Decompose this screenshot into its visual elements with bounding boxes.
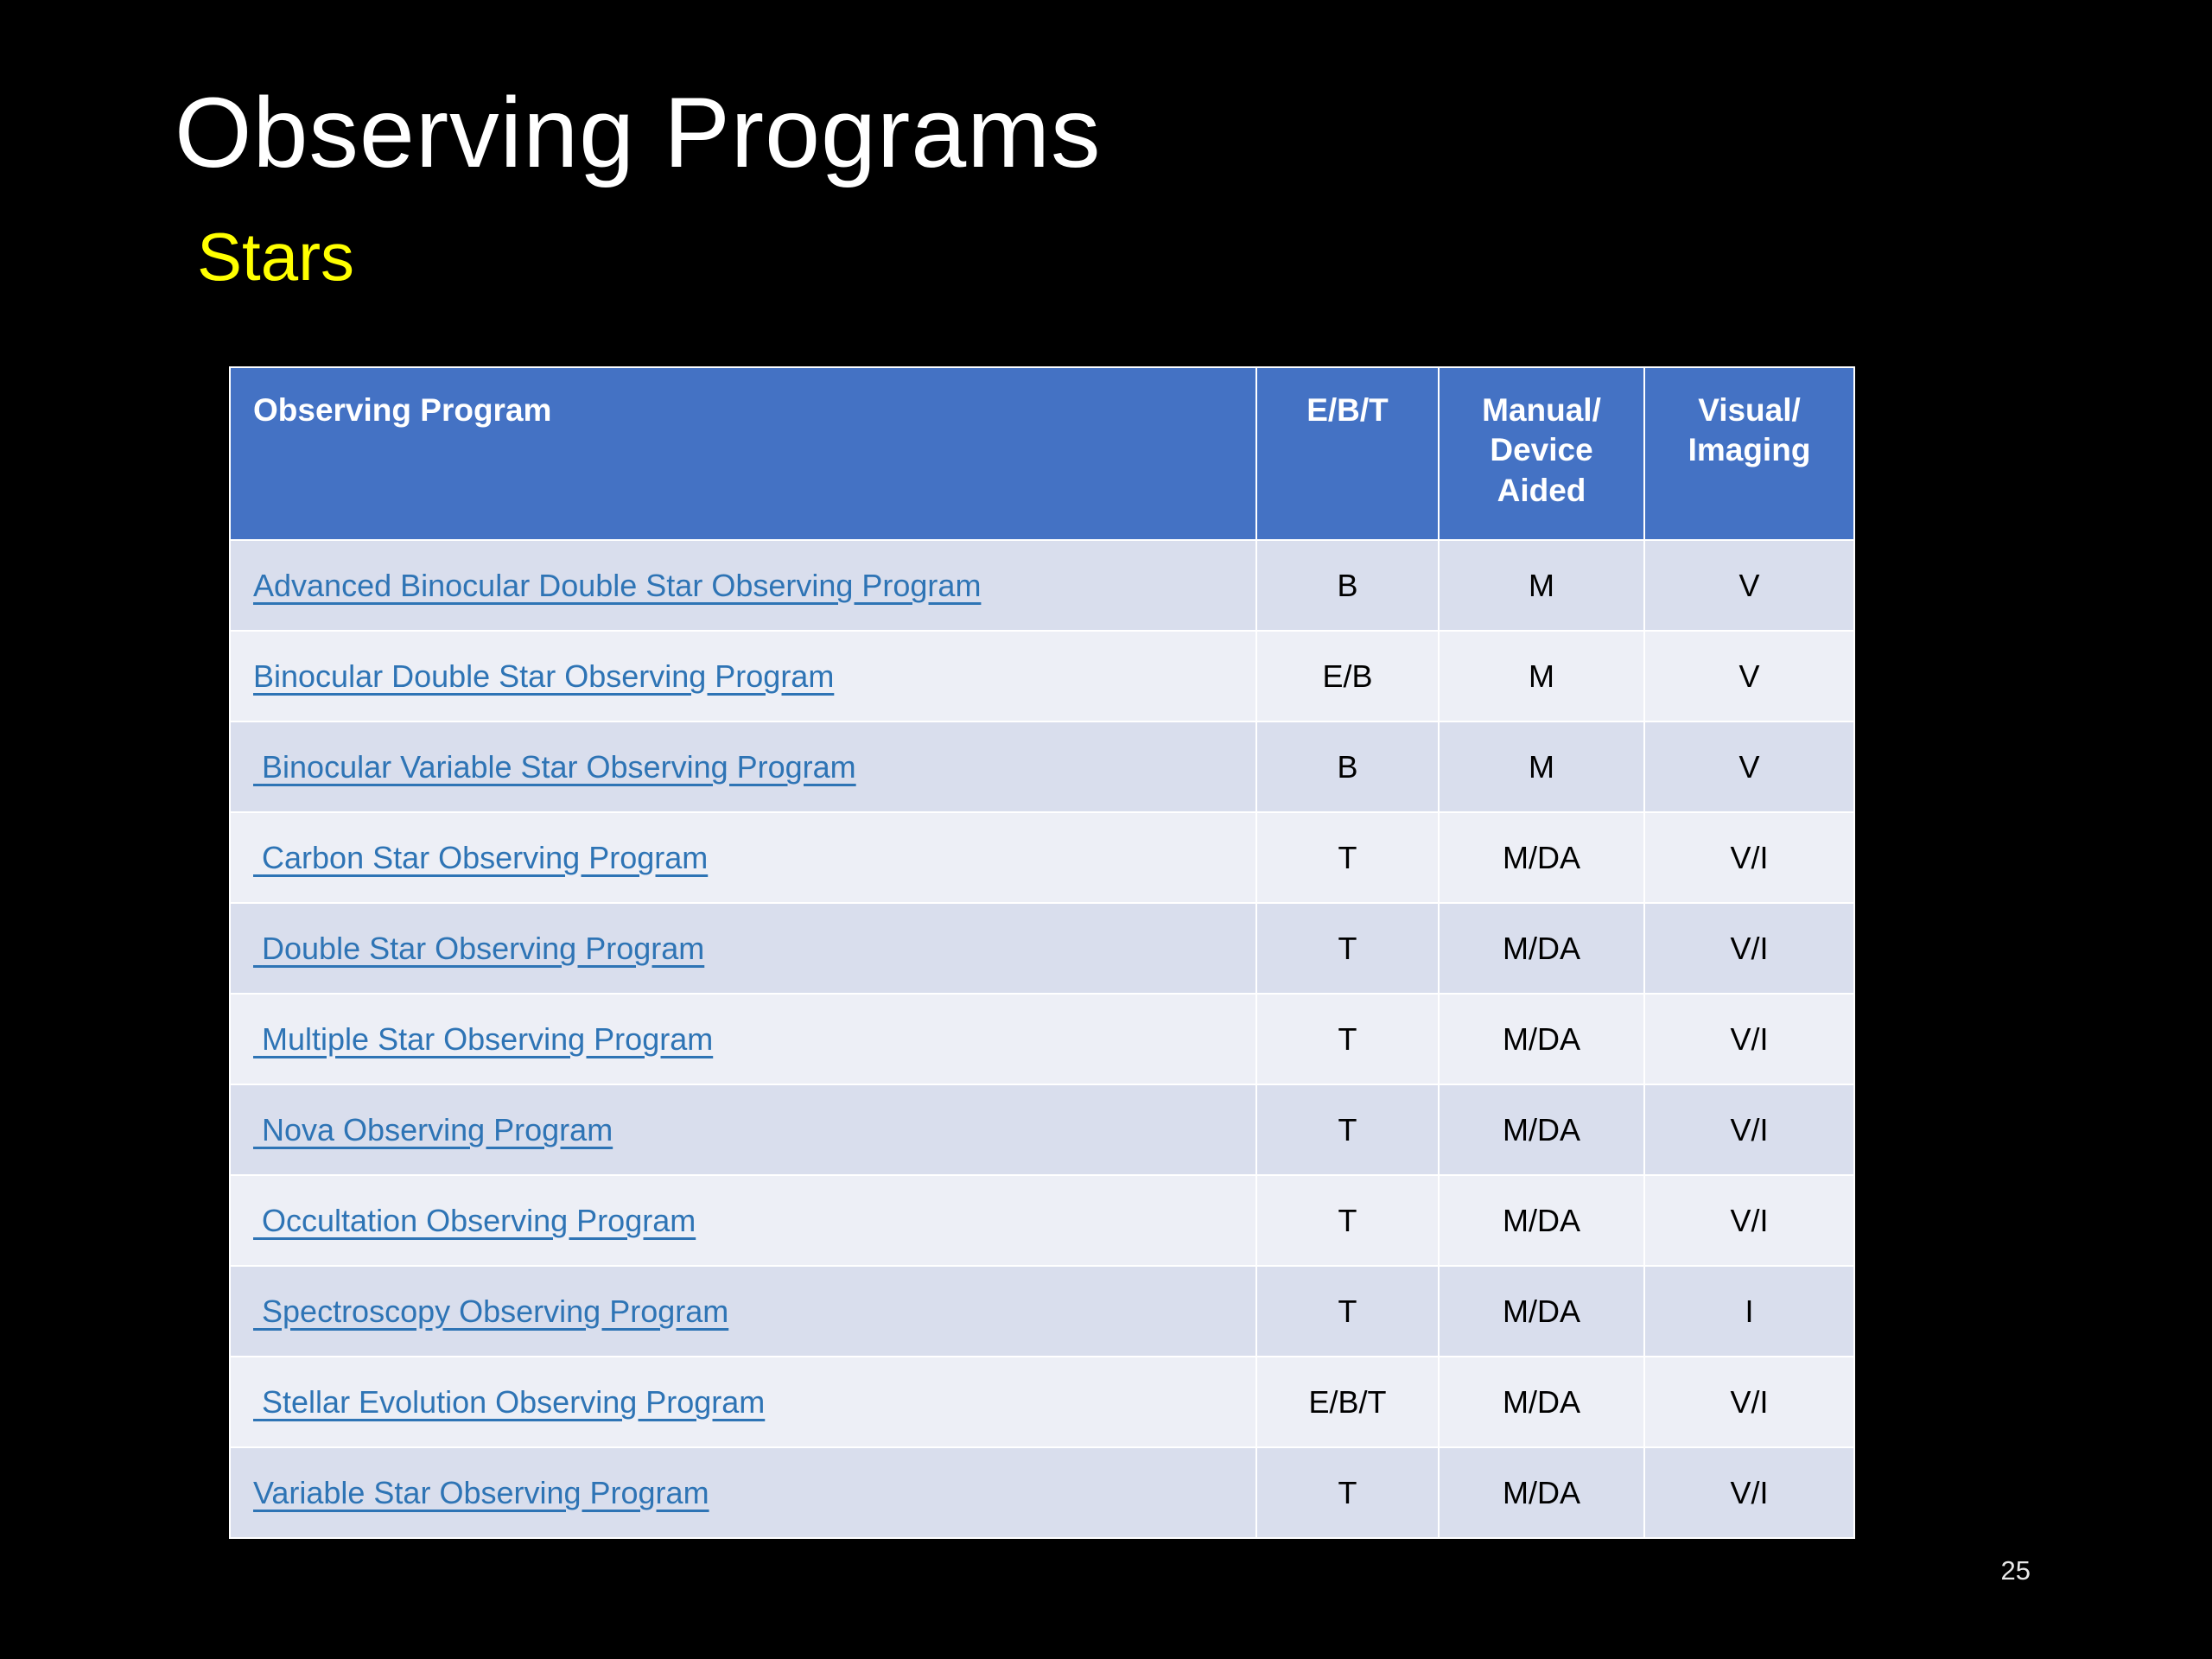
visual-imaging-value-cell: V/I — [1643, 1356, 1855, 1448]
table-row: Binocular Double Star Observing Program … — [229, 630, 1855, 722]
table-header-row: Observing Program E/B/T Manual/ Device A… — [229, 366, 1855, 541]
program-name-cell: Spectroscopy Observing Program — [229, 1265, 1257, 1357]
program-name-cell: Multiple Star Observing Program — [229, 993, 1257, 1085]
program-link[interactable]: Nova Observing Program — [253, 1111, 613, 1147]
ebt-value-cell: B — [1255, 721, 1440, 813]
program-name-cell: Variable Star Observing Program — [229, 1446, 1257, 1539]
manual-device-value-cell: M/DA — [1438, 1446, 1645, 1539]
visual-imaging-value-cell: V/I — [1643, 811, 1855, 904]
table-body: Advanced Binocular Double Star Observing… — [229, 539, 1855, 1539]
slide-subtitle: Stars — [197, 219, 355, 295]
ebt-value-cell: T — [1255, 1174, 1440, 1267]
program-name-cell: Double Star Observing Program — [229, 902, 1257, 995]
visual-imaging-value-cell: V/I — [1643, 902, 1855, 995]
manual-device-value-cell: M/DA — [1438, 1356, 1645, 1448]
column-header-ebt: E/B/T — [1255, 366, 1440, 541]
page-number: 25 — [2000, 1555, 2031, 1586]
visual-imaging-value-cell: V/I — [1643, 1084, 1855, 1176]
program-link[interactable]: Carbon Star Observing Program — [253, 839, 709, 875]
program-name-cell: Carbon Star Observing Program — [229, 811, 1257, 904]
ebt-value-cell: T — [1255, 902, 1440, 995]
program-link[interactable]: Double Star Observing Program — [253, 930, 705, 966]
table-row: Nova Observing Program T M/DA V/I — [229, 1084, 1855, 1176]
visual-imaging-value-cell: V/I — [1643, 1446, 1855, 1539]
manual-device-value-cell: M/DA — [1438, 993, 1645, 1085]
ebt-value-cell: T — [1255, 1446, 1440, 1539]
ebt-value-cell: B — [1255, 539, 1440, 632]
column-header-visual-imaging: Visual/ Imaging — [1643, 366, 1855, 541]
manual-device-value-cell: M/DA — [1438, 811, 1645, 904]
manual-device-value-cell: M/DA — [1438, 1084, 1645, 1176]
program-name-cell: Binocular Double Star Observing Program — [229, 630, 1257, 722]
program-name-cell: Occultation Observing Program — [229, 1174, 1257, 1267]
slide-title: Observing Programs — [175, 78, 1102, 188]
table-row: Carbon Star Observing Program T M/DA V/I — [229, 811, 1855, 904]
program-name-cell: Binocular Variable Star Observing Progra… — [229, 721, 1257, 813]
manual-device-value-cell: M — [1438, 539, 1645, 632]
table-row: Advanced Binocular Double Star Observing… — [229, 539, 1855, 632]
program-name-cell: Stellar Evolution Observing Program — [229, 1356, 1257, 1448]
visual-imaging-value-cell: V/I — [1643, 1174, 1855, 1267]
program-link[interactable]: Binocular Variable Star Observing Progra… — [253, 748, 856, 785]
program-name-cell: Nova Observing Program — [229, 1084, 1257, 1176]
manual-device-value-cell: M/DA — [1438, 1265, 1645, 1357]
table-row: Spectroscopy Observing Program T M/DA I — [229, 1265, 1855, 1357]
program-link[interactable]: Variable Star Observing Program — [253, 1474, 709, 1510]
ebt-value-cell: E/B — [1255, 630, 1440, 722]
table-row: Multiple Star Observing Program T M/DA V… — [229, 993, 1855, 1085]
manual-device-value-cell: M/DA — [1438, 902, 1645, 995]
program-link[interactable]: Stellar Evolution Observing Program — [253, 1383, 766, 1420]
ebt-value-cell: T — [1255, 1265, 1440, 1357]
visual-imaging-value-cell: V — [1643, 539, 1855, 632]
visual-imaging-value-cell: V — [1643, 630, 1855, 722]
ebt-value-cell: T — [1255, 811, 1440, 904]
program-link[interactable]: Advanced Binocular Double Star Observing… — [253, 567, 982, 603]
program-link[interactable]: Spectroscopy Observing Program — [253, 1293, 729, 1329]
table-row: Binocular Variable Star Observing Progra… — [229, 721, 1855, 813]
program-name-cell: Advanced Binocular Double Star Observing… — [229, 539, 1257, 632]
observing-programs-table: Observing Program E/B/T Manual/ Device A… — [229, 366, 1855, 1539]
manual-device-value-cell: M/DA — [1438, 1174, 1645, 1267]
table-row: Variable Star Observing Program T M/DA V… — [229, 1446, 1855, 1539]
table-row: Stellar Evolution Observing Program E/B/… — [229, 1356, 1855, 1448]
visual-imaging-value-cell: I — [1643, 1265, 1855, 1357]
program-link[interactable]: Binocular Double Star Observing Program — [253, 658, 835, 694]
ebt-value-cell: T — [1255, 1084, 1440, 1176]
table-row: Occultation Observing Program T M/DA V/I — [229, 1174, 1855, 1267]
program-link[interactable]: Occultation Observing Program — [253, 1202, 696, 1238]
manual-device-value-cell: M — [1438, 721, 1645, 813]
table-row: Double Star Observing Program T M/DA V/I — [229, 902, 1855, 995]
column-header-manual-device-aided: Manual/ Device Aided — [1438, 366, 1645, 541]
ebt-value-cell: T — [1255, 993, 1440, 1085]
visual-imaging-value-cell: V/I — [1643, 993, 1855, 1085]
visual-imaging-value-cell: V — [1643, 721, 1855, 813]
column-header-observing-program: Observing Program — [229, 366, 1257, 541]
ebt-value-cell: E/B/T — [1255, 1356, 1440, 1448]
program-link[interactable]: Multiple Star Observing Program — [253, 1020, 714, 1057]
manual-device-value-cell: M — [1438, 630, 1645, 722]
